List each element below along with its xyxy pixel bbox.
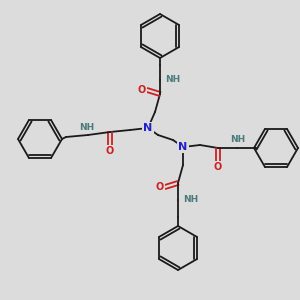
Text: NH: NH [165, 76, 180, 85]
Text: O: O [156, 182, 164, 192]
Text: NH: NH [80, 122, 94, 131]
Text: NH: NH [183, 196, 198, 205]
Text: O: O [138, 85, 146, 95]
Text: O: O [106, 146, 114, 156]
Text: N: N [178, 142, 188, 152]
Text: NH: NH [230, 136, 246, 145]
Text: N: N [143, 123, 153, 133]
Text: O: O [214, 162, 222, 172]
